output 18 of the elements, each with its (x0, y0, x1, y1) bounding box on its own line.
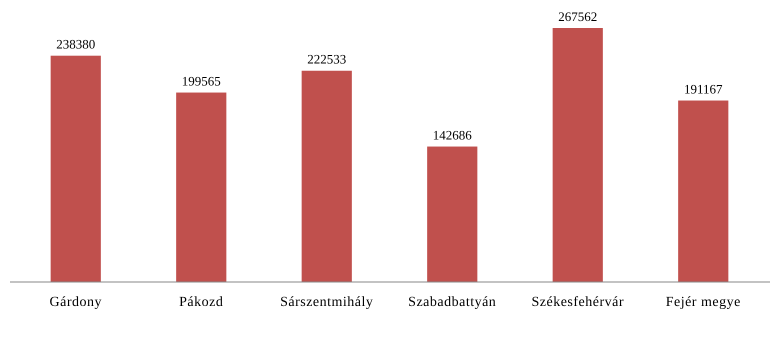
x-tick-label: Pákozd (179, 295, 224, 310)
bar (302, 70, 352, 282)
x-tick-label: Fejér megye (666, 295, 741, 310)
data-label: 199565 (182, 74, 221, 89)
bar (552, 28, 603, 282)
data-label: 191167 (684, 82, 723, 97)
x-tick-label: Gárdony (50, 295, 102, 310)
bar (176, 92, 226, 282)
data-label: 238380 (56, 36, 96, 52)
bar (427, 146, 478, 282)
data-label: 142686 (432, 128, 472, 143)
x-tick-label: Sárszentmihály (280, 295, 374, 310)
bar (678, 100, 728, 282)
x-tick-label: Székesfehérvár (531, 295, 624, 310)
bar (50, 56, 101, 282)
data-label: 267562 (558, 9, 598, 24)
data-label: 222533 (307, 52, 346, 67)
x-tick-label: Szabadbattyán (408, 295, 496, 310)
